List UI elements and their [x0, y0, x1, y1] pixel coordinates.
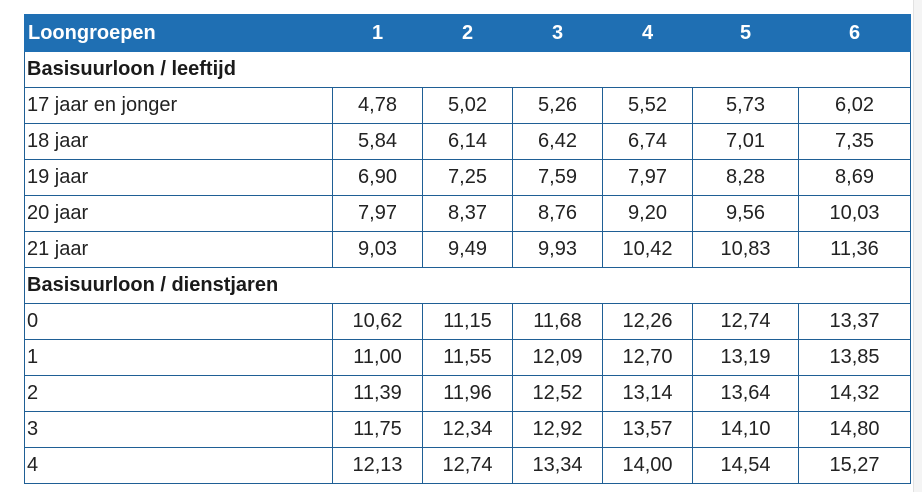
wage-cell: 11,36: [798, 231, 911, 268]
wage-cell: 12,92: [512, 411, 603, 448]
header-group-5: 5: [692, 14, 799, 52]
table-row: 19 jaar 6,90 7,25 7,59 7,97 8,28 8,69: [24, 159, 911, 196]
wage-cell: 8,76: [512, 195, 603, 232]
wage-cell: 13,19: [692, 339, 799, 376]
wage-cell: 7,25: [422, 159, 513, 196]
header-title: Loongroepen: [24, 14, 333, 52]
wage-cell: 12,26: [602, 303, 693, 340]
section-title: Basisuurloon / leeftijd: [24, 51, 911, 88]
wage-cell: 14,00: [602, 447, 693, 484]
wage-table: Loongroepen 1 2 3 4 5 6 Basisuurloon / l…: [24, 14, 911, 484]
row-label: 1: [24, 339, 333, 376]
wage-cell: 14,10: [692, 411, 799, 448]
table-row: 17 jaar en jonger 4,78 5,02 5,26 5,52 5,73 6,0…: [24, 87, 911, 124]
wage-cell: 11,75: [332, 411, 423, 448]
wage-cell: 8,37: [422, 195, 513, 232]
wage-cell: 12,52: [512, 375, 603, 412]
section-row: Basisuurloon / dienstjaren: [24, 267, 911, 304]
wage-cell: 12,09: [512, 339, 603, 376]
wage-cell: 7,35: [798, 123, 911, 160]
header-group-2: 2: [422, 14, 513, 52]
wage-cell: 13,34: [512, 447, 603, 484]
wage-cell: 5,26: [512, 87, 603, 124]
wage-cell: 6,02: [798, 87, 911, 124]
wage-table-container: Loongroepen 1 2 3 4 5 6 Basisuurloon / l…: [24, 14, 911, 484]
wage-cell: 13,57: [602, 411, 693, 448]
wage-cell: 11,39: [332, 375, 423, 412]
section-row: Basisuurloon / leeftijd: [24, 51, 911, 88]
wage-cell: 12,13: [332, 447, 423, 484]
wage-cell: 12,74: [422, 447, 513, 484]
wage-cell: 15,27: [798, 447, 911, 484]
row-label: 20 jaar: [24, 195, 333, 232]
wage-cell: 10,83: [692, 231, 799, 268]
row-label: 2: [24, 375, 333, 412]
table-row: 21 jaar 9,03 9,49 9,93 10,42 10,83 11,36: [24, 231, 911, 268]
wage-cell: 13,64: [692, 375, 799, 412]
wage-cell: 11,96: [422, 375, 513, 412]
table-row: 3 11,75 12,34 12,92 13,57 14,10 14,80: [24, 411, 911, 448]
wage-cell: 5,52: [602, 87, 693, 124]
row-label: 19 jaar: [24, 159, 333, 196]
wage-cell: 9,56: [692, 195, 799, 232]
wage-cell: 6,14: [422, 123, 513, 160]
table-row: 20 jaar 7,97 8,37 8,76 9,20 9,56 10,03: [24, 195, 911, 232]
wage-cell: 10,03: [798, 195, 911, 232]
wage-cell: 9,49: [422, 231, 513, 268]
wage-cell: 9,20: [602, 195, 693, 232]
table-header: Loongroepen 1 2 3 4 5 6: [24, 14, 911, 52]
wage-cell: 14,80: [798, 411, 911, 448]
table-row: 18 jaar 5,84 6,14 6,42 6,74 7,01 7,35: [24, 123, 911, 160]
wage-cell: 7,97: [602, 159, 693, 196]
table-row: 4 12,13 12,74 13,34 14,00 14,54 15,27: [24, 447, 911, 484]
header-group-4: 4: [602, 14, 693, 52]
row-label: 17 jaar en jonger: [24, 87, 333, 124]
wage-cell: 7,59: [512, 159, 603, 196]
row-label: 4: [24, 447, 333, 484]
wage-cell: 10,62: [332, 303, 423, 340]
table-row: 2 11,39 11,96 12,52 13,14 13,64 14,32: [24, 375, 911, 412]
wage-cell: 5,73: [692, 87, 799, 124]
row-label: 3: [24, 411, 333, 448]
wage-cell: 9,03: [332, 231, 423, 268]
header-row: Loongroepen 1 2 3 4 5 6: [24, 14, 911, 52]
wage-cell: 11,68: [512, 303, 603, 340]
wage-cell: 9,93: [512, 231, 603, 268]
wage-cell: 6,90: [332, 159, 423, 196]
wage-cell: 14,54: [692, 447, 799, 484]
wage-cell: 8,28: [692, 159, 799, 196]
row-label: 21 jaar: [24, 231, 333, 268]
wage-cell: 12,34: [422, 411, 513, 448]
header-group-1: 1: [332, 14, 423, 52]
wage-cell: 11,00: [332, 339, 423, 376]
row-label: 18 jaar: [24, 123, 333, 160]
wage-cell: 6,74: [602, 123, 693, 160]
wage-cell: 7,01: [692, 123, 799, 160]
wage-cell: 11,15: [422, 303, 513, 340]
wage-cell: 8,69: [798, 159, 911, 196]
wage-cell: 13,14: [602, 375, 693, 412]
wage-cell: 5,02: [422, 87, 513, 124]
header-group-3: 3: [512, 14, 603, 52]
wage-cell: 13,85: [798, 339, 911, 376]
wage-cell: 12,70: [602, 339, 693, 376]
section-title: Basisuurloon / dienstjaren: [24, 267, 911, 304]
wage-cell: 7,97: [332, 195, 423, 232]
table-row: 0 10,62 11,15 11,68 12,26 12,74 13,37: [24, 303, 911, 340]
wage-cell: 14,32: [798, 375, 911, 412]
wage-cell: 4,78: [332, 87, 423, 124]
wage-cell: 6,42: [512, 123, 603, 160]
wage-cell: 11,55: [422, 339, 513, 376]
row-label: 0: [24, 303, 333, 340]
wage-cell: 12,74: [692, 303, 799, 340]
wage-cell: 5,84: [332, 123, 423, 160]
scrollbar-track[interactable]: [913, 0, 922, 492]
table-row: 1 11,00 11,55 12,09 12,70 13,19 13,85: [24, 339, 911, 376]
wage-cell: 13,37: [798, 303, 911, 340]
header-group-6: 6: [798, 14, 911, 52]
table-body: Basisuurloon / leeftijd 17 jaar en jonger…: [24, 51, 911, 484]
wage-cell: 10,42: [602, 231, 693, 268]
